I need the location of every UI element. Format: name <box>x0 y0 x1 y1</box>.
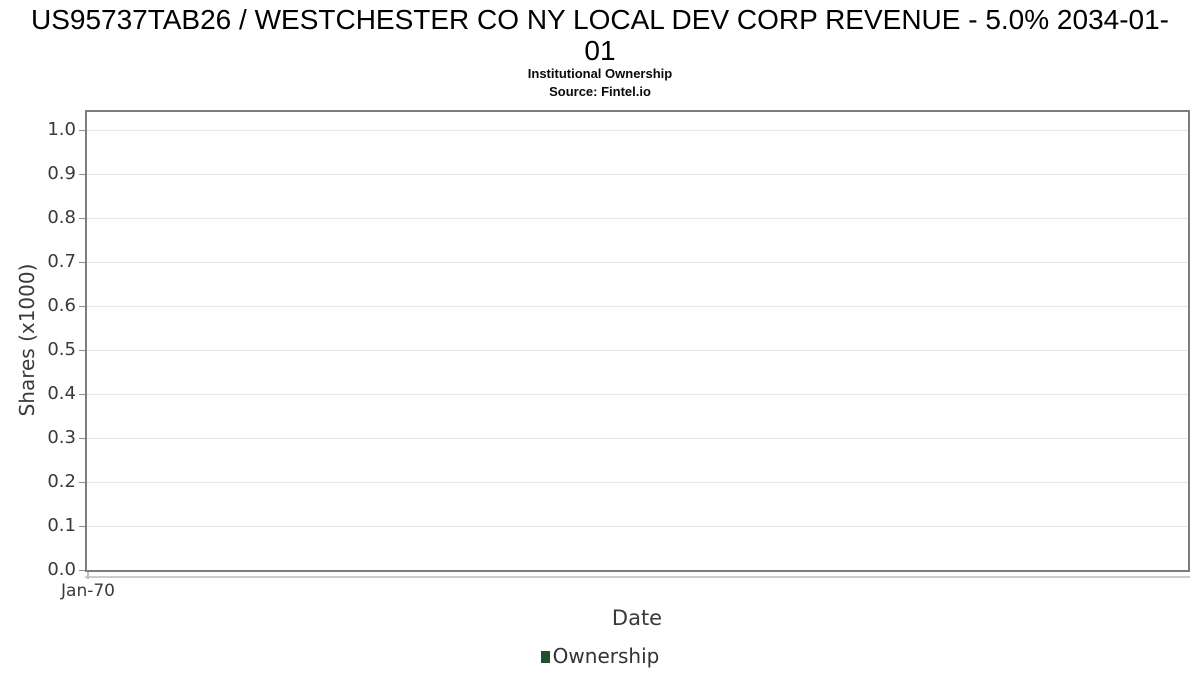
x-axis-title: Date <box>611 606 663 630</box>
y-tick-label: 0.3 <box>47 427 76 448</box>
gridline <box>87 306 1188 307</box>
chart-subtitle: Institutional Ownership <box>527 66 673 81</box>
y-tick-label: 1.0 <box>47 119 76 140</box>
y-axis-title: Shares (x1000) <box>15 263 39 417</box>
plot-area <box>85 110 1190 572</box>
gridline <box>87 350 1188 351</box>
gridline <box>87 218 1188 219</box>
page-title-line2: 01 <box>584 35 616 66</box>
y-tick-label: 0.1 <box>47 515 76 536</box>
gridline <box>87 526 1188 527</box>
gridline <box>87 174 1188 175</box>
legend: Ownership <box>0 644 1200 668</box>
chart-source: Source: Fintel.io <box>549 84 651 99</box>
y-tick-label: 0.8 <box>47 207 76 228</box>
y-tick-label: 0.0 <box>47 559 76 580</box>
x-axis-line <box>85 576 1190 578</box>
x-tick-mark <box>87 572 89 579</box>
gridline <box>87 130 1188 131</box>
y-tick-label: 0.2 <box>47 471 76 492</box>
gridline <box>87 262 1188 263</box>
page-title: US95737TAB26 / WESTCHESTER CO NY LOCAL D… <box>0 4 1200 66</box>
legend-label-ownership: Ownership <box>552 644 660 668</box>
gridline <box>87 438 1188 439</box>
gridline <box>87 394 1188 395</box>
page-title-line1: US95737TAB26 / WESTCHESTER CO NY LOCAL D… <box>30 4 1170 35</box>
legend-marker-ownership-icon <box>540 650 550 663</box>
gridline <box>87 482 1188 483</box>
y-tick-label: 0.9 <box>47 163 76 184</box>
x-tick-label: Jan-70 <box>61 581 115 601</box>
